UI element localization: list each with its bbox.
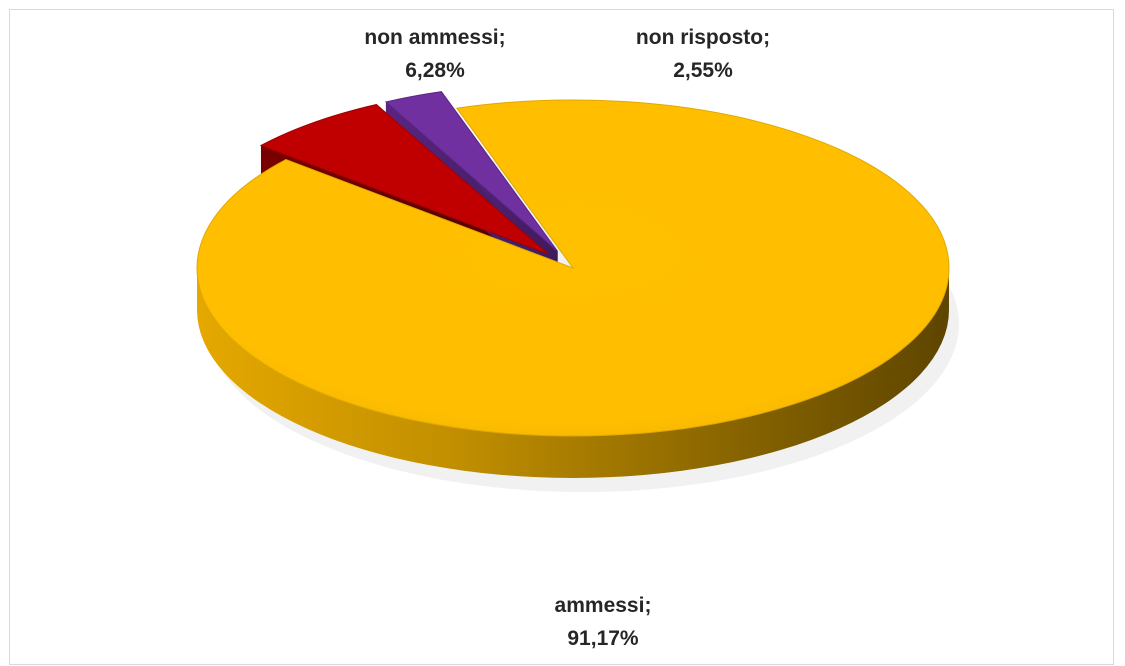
data-label-non-ammessi-value: 6,28% xyxy=(405,59,465,82)
data-label-non-ammessi-name: non ammessi; xyxy=(364,26,505,49)
slice-non-ammessi xyxy=(259,103,549,255)
data-label-non-ammessi: non ammessi; 6,28% xyxy=(364,26,505,82)
data-label-non-risposto: non risposto; 2,55% xyxy=(636,26,770,82)
slice-ammessi xyxy=(196,99,950,437)
data-label-ammessi-value: 91,17% xyxy=(567,627,639,650)
slice-side-ammessi xyxy=(197,268,949,478)
data-label-non-risposto-name: non risposto; xyxy=(636,26,770,49)
pie-tops xyxy=(196,91,950,437)
pie-labels: ammessi; 91,17% non ammessi; 6,28% non rispo… xyxy=(364,26,770,650)
data-label-ammessi: ammessi; 91,17% xyxy=(555,594,652,650)
slice-non-risposto xyxy=(384,91,559,252)
data-label-non-risposto-value: 2,55% xyxy=(673,59,733,82)
data-label-ammessi-name: ammessi; xyxy=(555,594,652,617)
